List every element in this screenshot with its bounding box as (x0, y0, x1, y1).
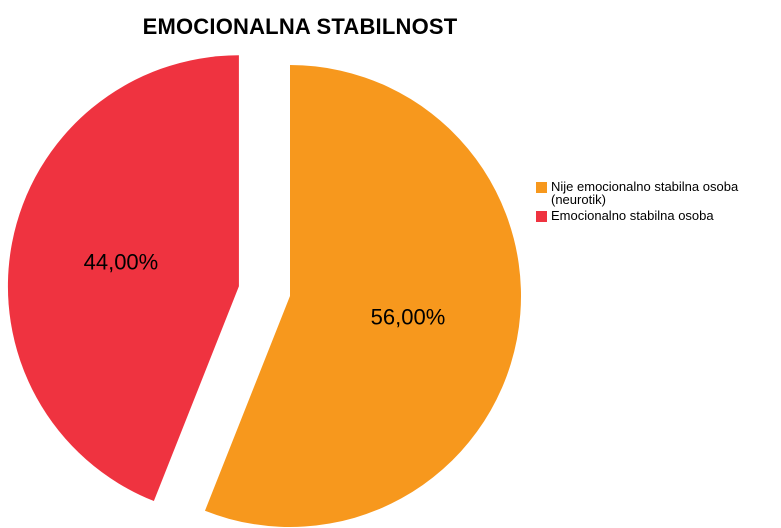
legend-swatch-red (536, 211, 547, 222)
legend-item-neurotik: Nije emocionalno stabilna osoba (neuroti… (536, 180, 781, 206)
chart-title: EMOCIONALNA STABILNOST (142, 14, 458, 39)
legend-item-stabilna: Emocionalno stabilna osoba (536, 209, 781, 222)
legend-label: Nije emocionalno stabilna osoba (neuroti… (551, 179, 739, 207)
legend-swatch-orange (536, 182, 547, 193)
pie-slices (7, 55, 521, 527)
pie-data-labels: 56,00% 44,00% (84, 250, 446, 330)
pie-slice (204, 65, 521, 527)
pie-data-label: 44,00% (84, 250, 159, 275)
pie-slice (7, 55, 239, 502)
legend: Nije emocionalno stabilna osoba (neuroti… (536, 180, 781, 225)
legend-label: Emocionalno stabilna osoba (551, 208, 714, 223)
pie-data-label: 56,00% (371, 304, 446, 329)
